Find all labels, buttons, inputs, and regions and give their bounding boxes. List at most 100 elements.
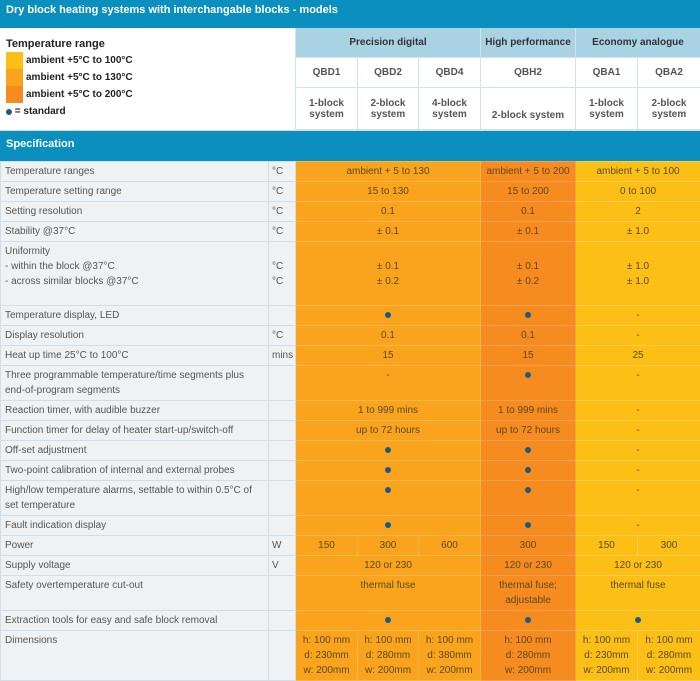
- spec-unit: [268, 610, 296, 631]
- header-section: Temperature range ambient +5°C to 100°C …: [0, 28, 700, 131]
- model-name: QBD2: [357, 58, 418, 88]
- spec-value: 15 to 200: [480, 181, 577, 202]
- legend-item: ambient +5°C to 200°C: [6, 86, 289, 103]
- table-row: Uniformity - within the block @37°C - acro…: [0, 241, 700, 306]
- standard-dot-icon: [385, 312, 391, 318]
- spec-value: [480, 365, 577, 401]
- standard-dot-icon: [525, 467, 532, 473]
- spec-value: [480, 515, 577, 536]
- spec-label: Power: [0, 535, 269, 556]
- legend-item: ambient +5°C to 100°C: [6, 52, 289, 69]
- spec-unit: [268, 460, 296, 481]
- table-row: Temperature display, LED -: [0, 305, 700, 326]
- legend-label: = standard: [14, 106, 66, 117]
- spec-value: h: 100 mm d: 230mm w: 200mm: [575, 630, 639, 681]
- spec-value: -: [575, 325, 700, 346]
- spec-value: up to 72 hours: [294, 420, 482, 441]
- spec-label: Two-point calibration of internal and ex…: [0, 460, 269, 481]
- spec-value: 15: [480, 345, 577, 366]
- spec-label: Supply voltage: [0, 555, 269, 576]
- spec-value: 1 to 999 mins: [480, 400, 577, 421]
- spec-label: Setting resolution: [0, 201, 269, 222]
- standard-dot-icon: [385, 487, 391, 493]
- spec-value: 1 to 999 mins: [294, 400, 482, 421]
- spec-unit: °C: [268, 161, 296, 182]
- spec-value: ± 1.0: [575, 221, 700, 242]
- table-row: Extraction tools for easy and safe block…: [0, 610, 700, 631]
- spec-unit: [268, 365, 296, 401]
- spec-value: 120 or 230: [575, 555, 700, 576]
- table-row: Setting resolution °C 0.1 0.1 2: [0, 201, 700, 222]
- legend-standard: = standard: [6, 103, 289, 120]
- table-row: High/low temperature alarms, settable to…: [0, 480, 700, 516]
- model-name: QBA2: [637, 58, 700, 88]
- spec-value: ± 0.1 ± 0.2: [480, 241, 577, 306]
- spec-value: 25: [575, 345, 700, 366]
- spec-value: [480, 440, 577, 461]
- spec-unit: °C °C: [268, 241, 296, 306]
- spec-value: [575, 610, 700, 631]
- spec-unit: [268, 480, 296, 516]
- model-system: 4-block system: [418, 88, 480, 130]
- standard-dot-icon: [635, 617, 642, 623]
- family-precision: Precision digital: [295, 28, 480, 58]
- spec-unit: [268, 575, 296, 611]
- spec-heading: Specification: [0, 131, 700, 161]
- spec-unit: °C: [268, 325, 296, 346]
- spec-value: -: [575, 480, 700, 516]
- spec-unit: mins: [268, 345, 296, 366]
- spec-value: [480, 480, 577, 516]
- spec-value: ± 0.1: [294, 221, 482, 242]
- model-system: 1-block system: [575, 88, 637, 130]
- spec-label: Fault indication display: [0, 515, 269, 536]
- spec-unit: [268, 515, 296, 536]
- model-name: QBH2: [480, 58, 575, 88]
- spec-unit: [268, 305, 296, 326]
- family-high: High performance: [480, 28, 575, 58]
- table-row: Temperature setting range °C 15 to 130 15 t…: [0, 181, 700, 202]
- spec-value: -: [575, 420, 700, 441]
- spec-value: -: [575, 400, 700, 421]
- spec-value: 120 or 230: [480, 555, 577, 576]
- spec-label: Display resolution: [0, 325, 269, 346]
- spec-value: 2: [575, 201, 700, 222]
- spec-value: 15: [294, 345, 482, 366]
- spec-value: [294, 610, 482, 631]
- spec-unit: °C: [268, 181, 296, 202]
- spec-unit: [268, 630, 296, 681]
- model-name: QBD4: [418, 58, 480, 88]
- table-row: Stability @37°C °C ± 0.1 ± 0.1 ± 1.0: [0, 221, 700, 242]
- model-system: 1-block system: [295, 88, 357, 130]
- table-row: Heat up time 25°C to 100°C mins 15 15 25: [0, 345, 700, 366]
- table-row: Safety overtemperature cut-out thermal fu…: [0, 575, 700, 611]
- spec-value: -: [575, 365, 700, 401]
- spec-value: -: [294, 365, 482, 401]
- spec-unit: [268, 420, 296, 441]
- spec-value: -: [575, 460, 700, 481]
- models-grid: Precision digital High performance Econo…: [295, 28, 700, 130]
- spec-value: 15 to 130: [294, 181, 482, 202]
- legend-item: ambient +5°C to 130°C: [6, 69, 289, 86]
- standard-dot-icon: [525, 447, 532, 453]
- spec-value: ambient + 5 to 100: [575, 161, 700, 182]
- spec-value: [294, 515, 482, 536]
- page-title: Dry block heating systems with interchan…: [0, 0, 700, 28]
- spec-value: ambient + 5 to 130: [294, 161, 482, 182]
- spec-value: [480, 460, 577, 481]
- spec-value: 150: [575, 535, 639, 556]
- legend-label: ambient +5°C to 100°C: [26, 55, 133, 66]
- color-swatch: [6, 69, 23, 86]
- standard-dot-icon: [385, 467, 391, 473]
- spec-unit: [268, 440, 296, 461]
- spec-value: 300: [637, 535, 700, 556]
- model-system: 2-block system: [637, 88, 700, 130]
- standard-dot-icon: [385, 447, 391, 453]
- model-name: QBA1: [575, 58, 637, 88]
- spec-label: Extraction tools for easy and safe block…: [0, 610, 269, 631]
- standard-dot-icon: [525, 312, 532, 318]
- table-row: Function timer for delay of heater start…: [0, 420, 700, 441]
- spec-value: [480, 305, 577, 326]
- spec-value: [294, 305, 482, 326]
- spec-label: Off-set adjustment: [0, 440, 269, 461]
- spec-value: [294, 480, 482, 516]
